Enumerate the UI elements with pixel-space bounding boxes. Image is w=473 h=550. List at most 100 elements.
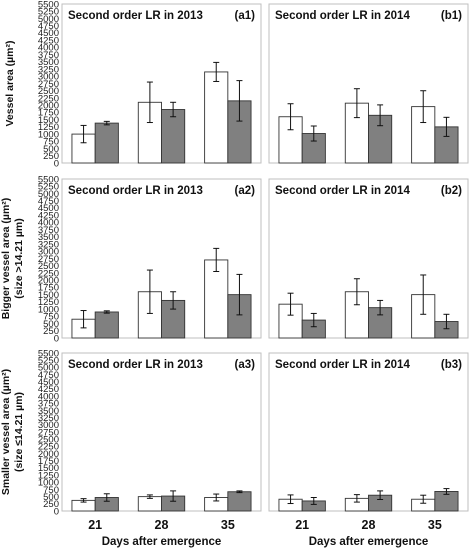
y-tick-label: 750 [43,137,59,148]
y-tick-label: 2250 [38,268,59,279]
bar [227,491,252,512]
y-tick-label: 750 [43,312,59,323]
y-tick-label: 3500 [38,57,59,68]
y-tick-label: 3250 [38,413,59,424]
y-tick-label: 4500 [38,28,59,39]
y-tick-label: 1250 [38,122,59,133]
y-tick-label: 250 [43,326,59,337]
panel-id: (a3) [235,359,256,371]
x-axis-title: Days after emergence [309,536,429,548]
y-tick-label: 750 [43,485,59,496]
y-tick-label: 2500 [38,261,59,272]
y-tick-label: 1750 [38,108,59,119]
y-tick-label: 500 [43,144,59,155]
y-tick-label: 4750 [38,370,59,381]
y-tick-label: 0 [54,506,59,517]
y-axis-label: (size >14.21 µm) [13,218,25,298]
y-tick-label: 2500 [38,86,59,97]
x-tick-label: 21 [295,518,309,532]
panel-frame [61,352,262,512]
y-tick-label: 3000 [38,420,59,431]
y-tick-label: 500 [43,319,59,330]
y-tick-label: 3250 [38,64,59,75]
y-tick-label: 1000 [38,129,59,140]
y-tick-label: 1000 [38,304,59,315]
y-tick-label: 3500 [38,406,59,417]
y-tick-label: 2750 [38,79,59,90]
y-tick-label: 2250 [38,93,59,104]
y-tick-label: 0 [54,158,59,169]
y-tick-label: 2750 [38,427,59,438]
y-tick-label: 4000 [38,218,59,229]
y-tick-label: 4250 [38,384,59,395]
y-tick-label: 1250 [38,297,59,308]
y-tick-label: 3000 [38,72,59,83]
y-tick-label: 4500 [38,377,59,388]
y-axis-label: Smaller vessel area (µm²) [0,369,12,495]
x-tick-label: 28 [362,518,376,532]
y-tick-label: 5500 [38,0,59,10]
panel-title: Second order LR in 2014 [275,359,410,371]
y-axis-label: Vessel area (µm²) [4,40,16,126]
bar [94,311,119,339]
y-tick-label: 5000 [38,189,59,200]
y-tick-label: 3000 [38,247,59,258]
panel-title: Second order LR in 2013 [68,10,203,22]
y-tick-label: 3250 [38,239,59,250]
y-tick-label: 5000 [38,14,59,25]
y-tick-label: 4000 [38,391,59,402]
y-tick-label: 4750 [38,196,59,207]
y-tick-label: 1000 [38,478,59,489]
panel-id: (b3) [441,359,462,371]
y-tick-label: 3750 [38,50,59,61]
bar [161,109,186,164]
y-axis-label: Bigger vessel area (µm²) [0,198,12,320]
panel-title: Second order LR in 2013 [68,359,203,371]
x-tick-label: 35 [221,518,235,532]
panel-frame [268,352,469,512]
y-tick-label: 1750 [38,456,59,467]
y-tick-label: 3500 [38,232,59,243]
bar [94,122,119,164]
y-tick-label: 5250 [38,355,59,366]
panel-title: Second order LR in 2013 [68,185,203,197]
y-tick-label: 4250 [38,35,59,46]
x-tick-label: 35 [428,518,442,532]
x-tick-label: 28 [155,518,169,532]
y-tick-label: 2000 [38,275,59,286]
y-tick-label: 500 [43,492,59,503]
y-tick-label: 5000 [38,363,59,374]
x-axis-title: Days after emergence [102,536,222,548]
y-tick-label: 4250 [38,210,59,221]
y-tick-label: 1500 [38,463,59,474]
y-tick-label: 5500 [38,348,59,359]
y-tick-label: 4000 [38,43,59,54]
x-tick-label: 21 [88,518,102,532]
y-tick-label: 2250 [38,442,59,453]
y-tick-label: 250 [43,151,59,162]
y-tick-label: 1500 [38,290,59,301]
y-tick-label: 1750 [38,283,59,294]
panel-title: Second order LR in 2014 [275,10,410,22]
y-tick-label: 5250 [38,7,59,18]
panel-id: (b2) [441,185,462,197]
y-tick-label: 2000 [38,449,59,460]
y-tick-label: 3750 [38,225,59,236]
y-tick-label: 2500 [38,434,59,445]
y-tick-label: 5500 [38,174,59,185]
y-tick-label: 5250 [38,182,59,193]
y-tick-label: 0 [54,333,59,344]
panel-id: (a1) [235,10,256,22]
y-tick-label: 1250 [38,470,59,481]
y-tick-label: 4500 [38,203,59,214]
y-tick-label: 4750 [38,21,59,32]
panel-title: Second order LR in 2014 [275,185,410,197]
bar [204,71,229,164]
panel-id: (b1) [441,10,462,22]
y-tick-label: 2750 [38,254,59,265]
panel-id: (a2) [235,185,256,197]
y-tick-label: 3750 [38,399,59,410]
y-tick-label: 2000 [38,100,59,111]
